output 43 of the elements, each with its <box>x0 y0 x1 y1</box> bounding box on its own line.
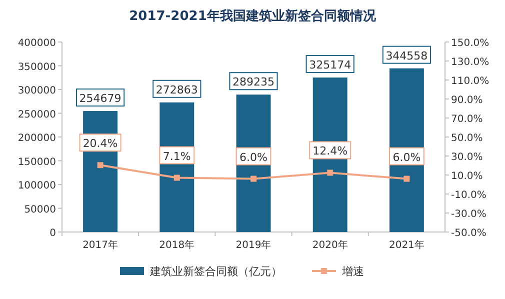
data-label: 272863 <box>156 83 198 96</box>
x-tick-label: 2021年 <box>388 239 424 251</box>
y-tick-label: 400000 <box>18 38 56 49</box>
data-label: 7.1% <box>162 150 191 163</box>
point <box>404 176 410 182</box>
legend-label: 增速 <box>341 265 364 278</box>
y2-tick-label: 50.0% <box>451 133 483 144</box>
x-tick-label: 2018年 <box>159 239 195 251</box>
y2-tick-label: 130.0% <box>451 57 490 68</box>
chart-title: 2017-2021年我国建筑业新签合同额情况 <box>129 8 377 24</box>
y2-tick-label: 110.0% <box>451 76 490 87</box>
data-label: 344558 <box>386 49 428 62</box>
y-tick-label: 350000 <box>18 62 56 73</box>
point <box>97 162 104 168</box>
legend-label: 建筑业新签合同额（亿元） <box>149 265 282 278</box>
data-label: 12.4% <box>312 144 348 158</box>
data-label: 6.0% <box>392 150 421 164</box>
y2-tick-label: -50.0% <box>451 228 486 239</box>
data-label: 325174 <box>309 58 352 72</box>
data-label: 254679 <box>79 92 122 106</box>
point <box>250 176 256 182</box>
y-tick-label: 100000 <box>18 180 56 192</box>
data-label: 6.0% <box>240 150 268 164</box>
data-label: 289235 <box>232 76 274 89</box>
point <box>327 170 334 176</box>
y2-tick-label: 10.0% <box>451 171 483 182</box>
y-tick-label: 250000 <box>18 109 56 120</box>
y2-tick-label: 70.0% <box>451 114 483 125</box>
x-tick-label: 2020年 <box>312 239 348 251</box>
y-tick-label: 200000 <box>18 133 56 144</box>
y2-tick-label: 30.0% <box>451 152 483 163</box>
y-tick-label: 150000 <box>18 156 56 168</box>
y2-tick-label: -10.0% <box>451 190 486 201</box>
x-tick-label: 2017年 <box>82 239 118 251</box>
y-tick-label: 50000 <box>24 204 56 216</box>
data-label: 20.4% <box>82 137 118 150</box>
x-tick-label: 2019年 <box>236 239 272 251</box>
y-tick-label: 300000 <box>18 86 56 96</box>
point <box>174 174 180 181</box>
y-tick-label: 0 <box>50 228 56 239</box>
y2-tick-label: -30.0% <box>451 209 486 220</box>
y2-tick-label: 90.0% <box>451 95 483 106</box>
y2-tick-label: 150.0% <box>451 38 490 49</box>
